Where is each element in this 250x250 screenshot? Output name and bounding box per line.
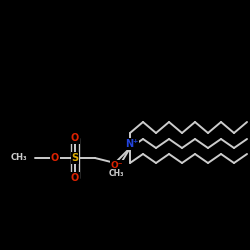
Text: O: O bbox=[51, 153, 59, 163]
Text: N⁺: N⁺ bbox=[125, 139, 139, 149]
Text: CH₃: CH₃ bbox=[10, 154, 27, 162]
Text: O⁻: O⁻ bbox=[111, 160, 123, 170]
Text: O: O bbox=[71, 173, 79, 183]
Text: CH₃: CH₃ bbox=[108, 168, 124, 177]
Text: O: O bbox=[71, 133, 79, 143]
Text: S: S bbox=[72, 153, 78, 163]
